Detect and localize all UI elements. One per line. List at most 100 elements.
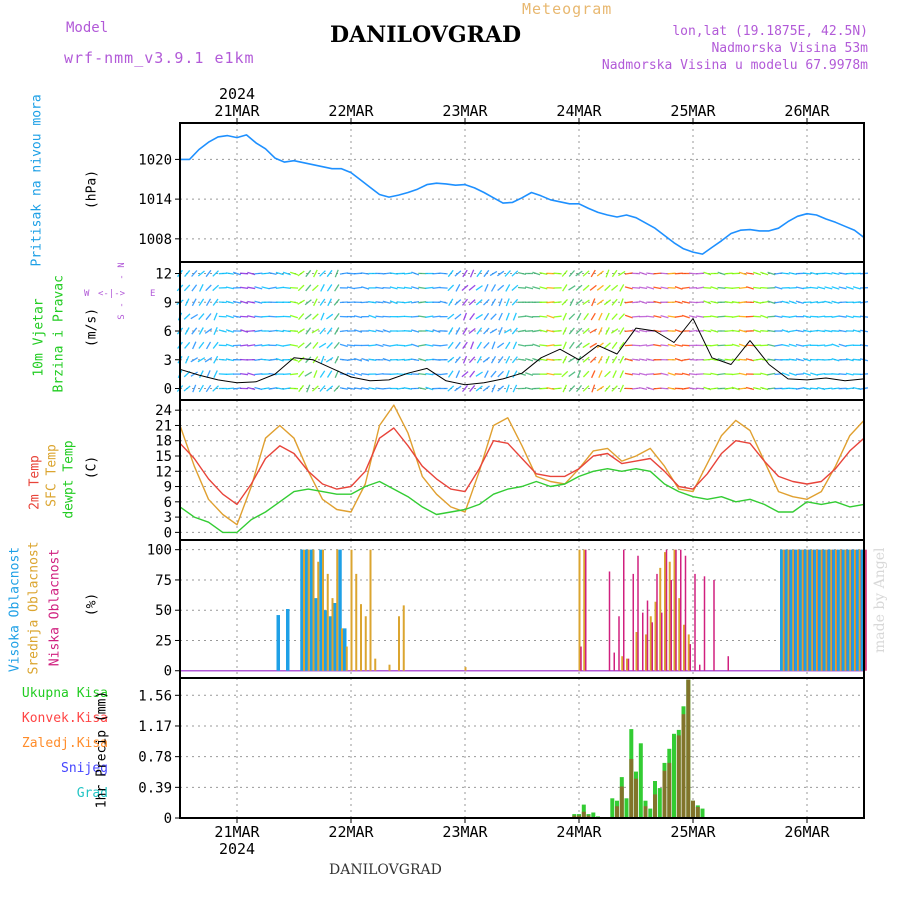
precip-conv-bar (643, 806, 648, 818)
wind-barb (505, 284, 511, 292)
y-tick-label: 3 (164, 353, 172, 369)
wind-barb (589, 284, 597, 291)
wind-barb (212, 385, 219, 392)
precip-total-bar (657, 788, 662, 818)
wind-barb (653, 272, 662, 275)
wind-barb (596, 342, 604, 349)
wind-barb (497, 342, 505, 349)
wind-barb (334, 370, 339, 379)
wind-barb (604, 284, 611, 292)
wind-barb (505, 298, 510, 307)
wind-barb (305, 327, 312, 335)
wind-barb (447, 385, 455, 392)
wind-barb (455, 283, 461, 292)
wind-barb (767, 315, 776, 318)
wind-barb (553, 330, 562, 332)
wind-barb (838, 301, 847, 304)
y-tick-label: 3 (164, 510, 172, 526)
wind-barb (596, 284, 604, 291)
wind-barb (425, 358, 434, 361)
precip-total-bar (672, 733, 676, 818)
precip-conv-bar (681, 714, 686, 818)
wind-barb (802, 344, 812, 347)
wind-barb (845, 272, 854, 275)
wind-barb (511, 327, 518, 335)
wind-barb (468, 356, 476, 364)
wind-barb (312, 313, 319, 320)
wind-barb (817, 329, 826, 333)
wind-barb (553, 301, 562, 304)
wind-barb (631, 387, 641, 390)
wind-barb (774, 300, 783, 304)
wind-barb (824, 300, 833, 304)
wind-barb (788, 271, 797, 276)
wind-barb (632, 329, 640, 333)
wind-barb (339, 343, 348, 348)
wind-barb (346, 387, 356, 390)
wind-barb (653, 373, 662, 376)
panel-bg-2 (180, 400, 864, 540)
meteogram-title: Meteogram (522, 0, 613, 18)
wind-barb (660, 314, 669, 319)
wind-barb (517, 315, 527, 318)
wind-barb (703, 358, 712, 361)
wind-barb (298, 384, 305, 393)
wind-barb (411, 300, 420, 304)
wind-barb (562, 312, 567, 321)
wind-barb (753, 300, 762, 304)
wind-barb (382, 272, 391, 275)
station-title: DANILOVGRAD (330, 22, 522, 48)
wind-barb (205, 284, 212, 292)
wind-barb (646, 358, 655, 362)
wind-barb (738, 286, 747, 290)
wind-barb (505, 370, 510, 379)
wind-barb (838, 329, 847, 333)
top-year-label: 2024 (219, 85, 255, 103)
wind-barb (304, 342, 312, 349)
wind-barb (746, 286, 754, 290)
wind-barb (525, 357, 534, 362)
precip-total-bar (624, 798, 629, 818)
wind-barb (731, 372, 740, 376)
wind-barb (484, 283, 489, 292)
wind-barb (491, 384, 496, 393)
wind-barb (568, 385, 576, 392)
wind-barb (439, 344, 448, 347)
wind-barb (611, 341, 618, 349)
compass-e: E (150, 289, 156, 299)
wind-barb (447, 284, 455, 292)
wind-barb (319, 270, 326, 277)
wind-barb (354, 272, 363, 275)
precip-total-bar (638, 743, 643, 818)
wind-barb (289, 373, 299, 376)
wind-barb (781, 387, 790, 390)
wind-barb (325, 356, 334, 363)
wind-barb (476, 341, 482, 350)
wind-barb (674, 329, 683, 333)
wind-barb (511, 270, 519, 277)
wind-barb (568, 285, 576, 291)
wind-barb (646, 286, 655, 290)
wind-barb (418, 301, 427, 304)
wind-barb (454, 299, 462, 306)
y-tick-label: 6 (164, 324, 172, 340)
wind-barb (753, 271, 762, 276)
wind-barb (831, 300, 840, 304)
bottom-year-label: 2024 (219, 840, 255, 858)
wind-barb (205, 313, 212, 321)
wind-barb (361, 387, 370, 390)
wind-barb (731, 343, 740, 348)
wind-barb (724, 315, 733, 318)
wind-barb (462, 312, 468, 321)
wind-barb (788, 300, 797, 305)
compass-center: <-|-> (98, 289, 126, 299)
wind-barb (610, 328, 619, 334)
wind-barb (852, 301, 861, 304)
wind-barb (212, 341, 219, 349)
wind-barb (447, 313, 455, 320)
wind-barb (624, 357, 633, 362)
wind-barb (333, 385, 340, 392)
wind-barb (213, 312, 218, 321)
wind-barb (802, 272, 812, 275)
wind-barb (681, 358, 690, 362)
